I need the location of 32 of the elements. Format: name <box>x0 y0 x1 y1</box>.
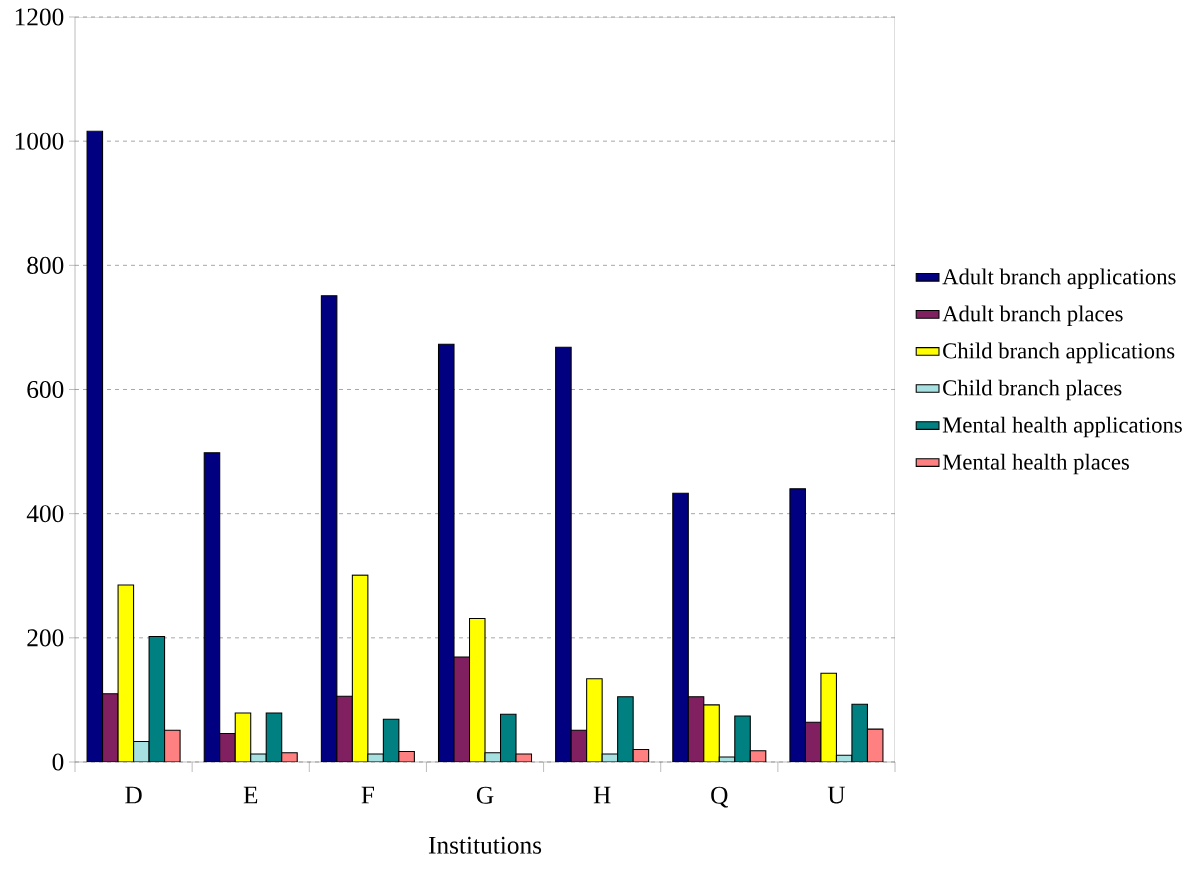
bar <box>555 346 572 762</box>
bar <box>320 295 338 762</box>
x-tick-label: U <box>827 786 846 804</box>
bar <box>789 488 806 762</box>
x-tick-label: H <box>593 786 611 804</box>
y-tick-label: 800 <box>27 256 64 274</box>
x-tick-label: F <box>361 786 374 804</box>
legend-label: Mental health applications <box>942 416 1182 438</box>
bar <box>586 678 603 762</box>
y-tick-label: 200 <box>27 629 64 647</box>
y-tick-label: 1200 <box>15 8 64 26</box>
bar <box>437 343 455 762</box>
y-tick-label: 400 <box>26 505 64 523</box>
legend-label: Adult branch places <box>942 305 1123 327</box>
bar <box>703 704 720 762</box>
bar <box>672 492 689 762</box>
legend-label: Adult branch applications <box>942 268 1176 290</box>
bar <box>86 130 104 762</box>
legend-label: Child branch applications <box>943 342 1175 364</box>
x-axis-title: Institutions <box>428 836 542 854</box>
x-tick-label: Q <box>711 786 729 808</box>
x-tick-label: D <box>125 786 142 804</box>
bar <box>617 696 634 762</box>
x-tick-label: E <box>243 786 258 804</box>
x-tick-label: G <box>476 786 494 804</box>
bar <box>734 715 751 762</box>
legend-label: Mental health places <box>942 453 1129 475</box>
bar <box>203 452 221 762</box>
legend-label: Child branch places <box>943 379 1122 401</box>
y-tick-label: 1000 <box>15 132 64 150</box>
y-tick-label: 0 <box>52 753 64 771</box>
y-tick-label: 600 <box>27 380 64 399</box>
